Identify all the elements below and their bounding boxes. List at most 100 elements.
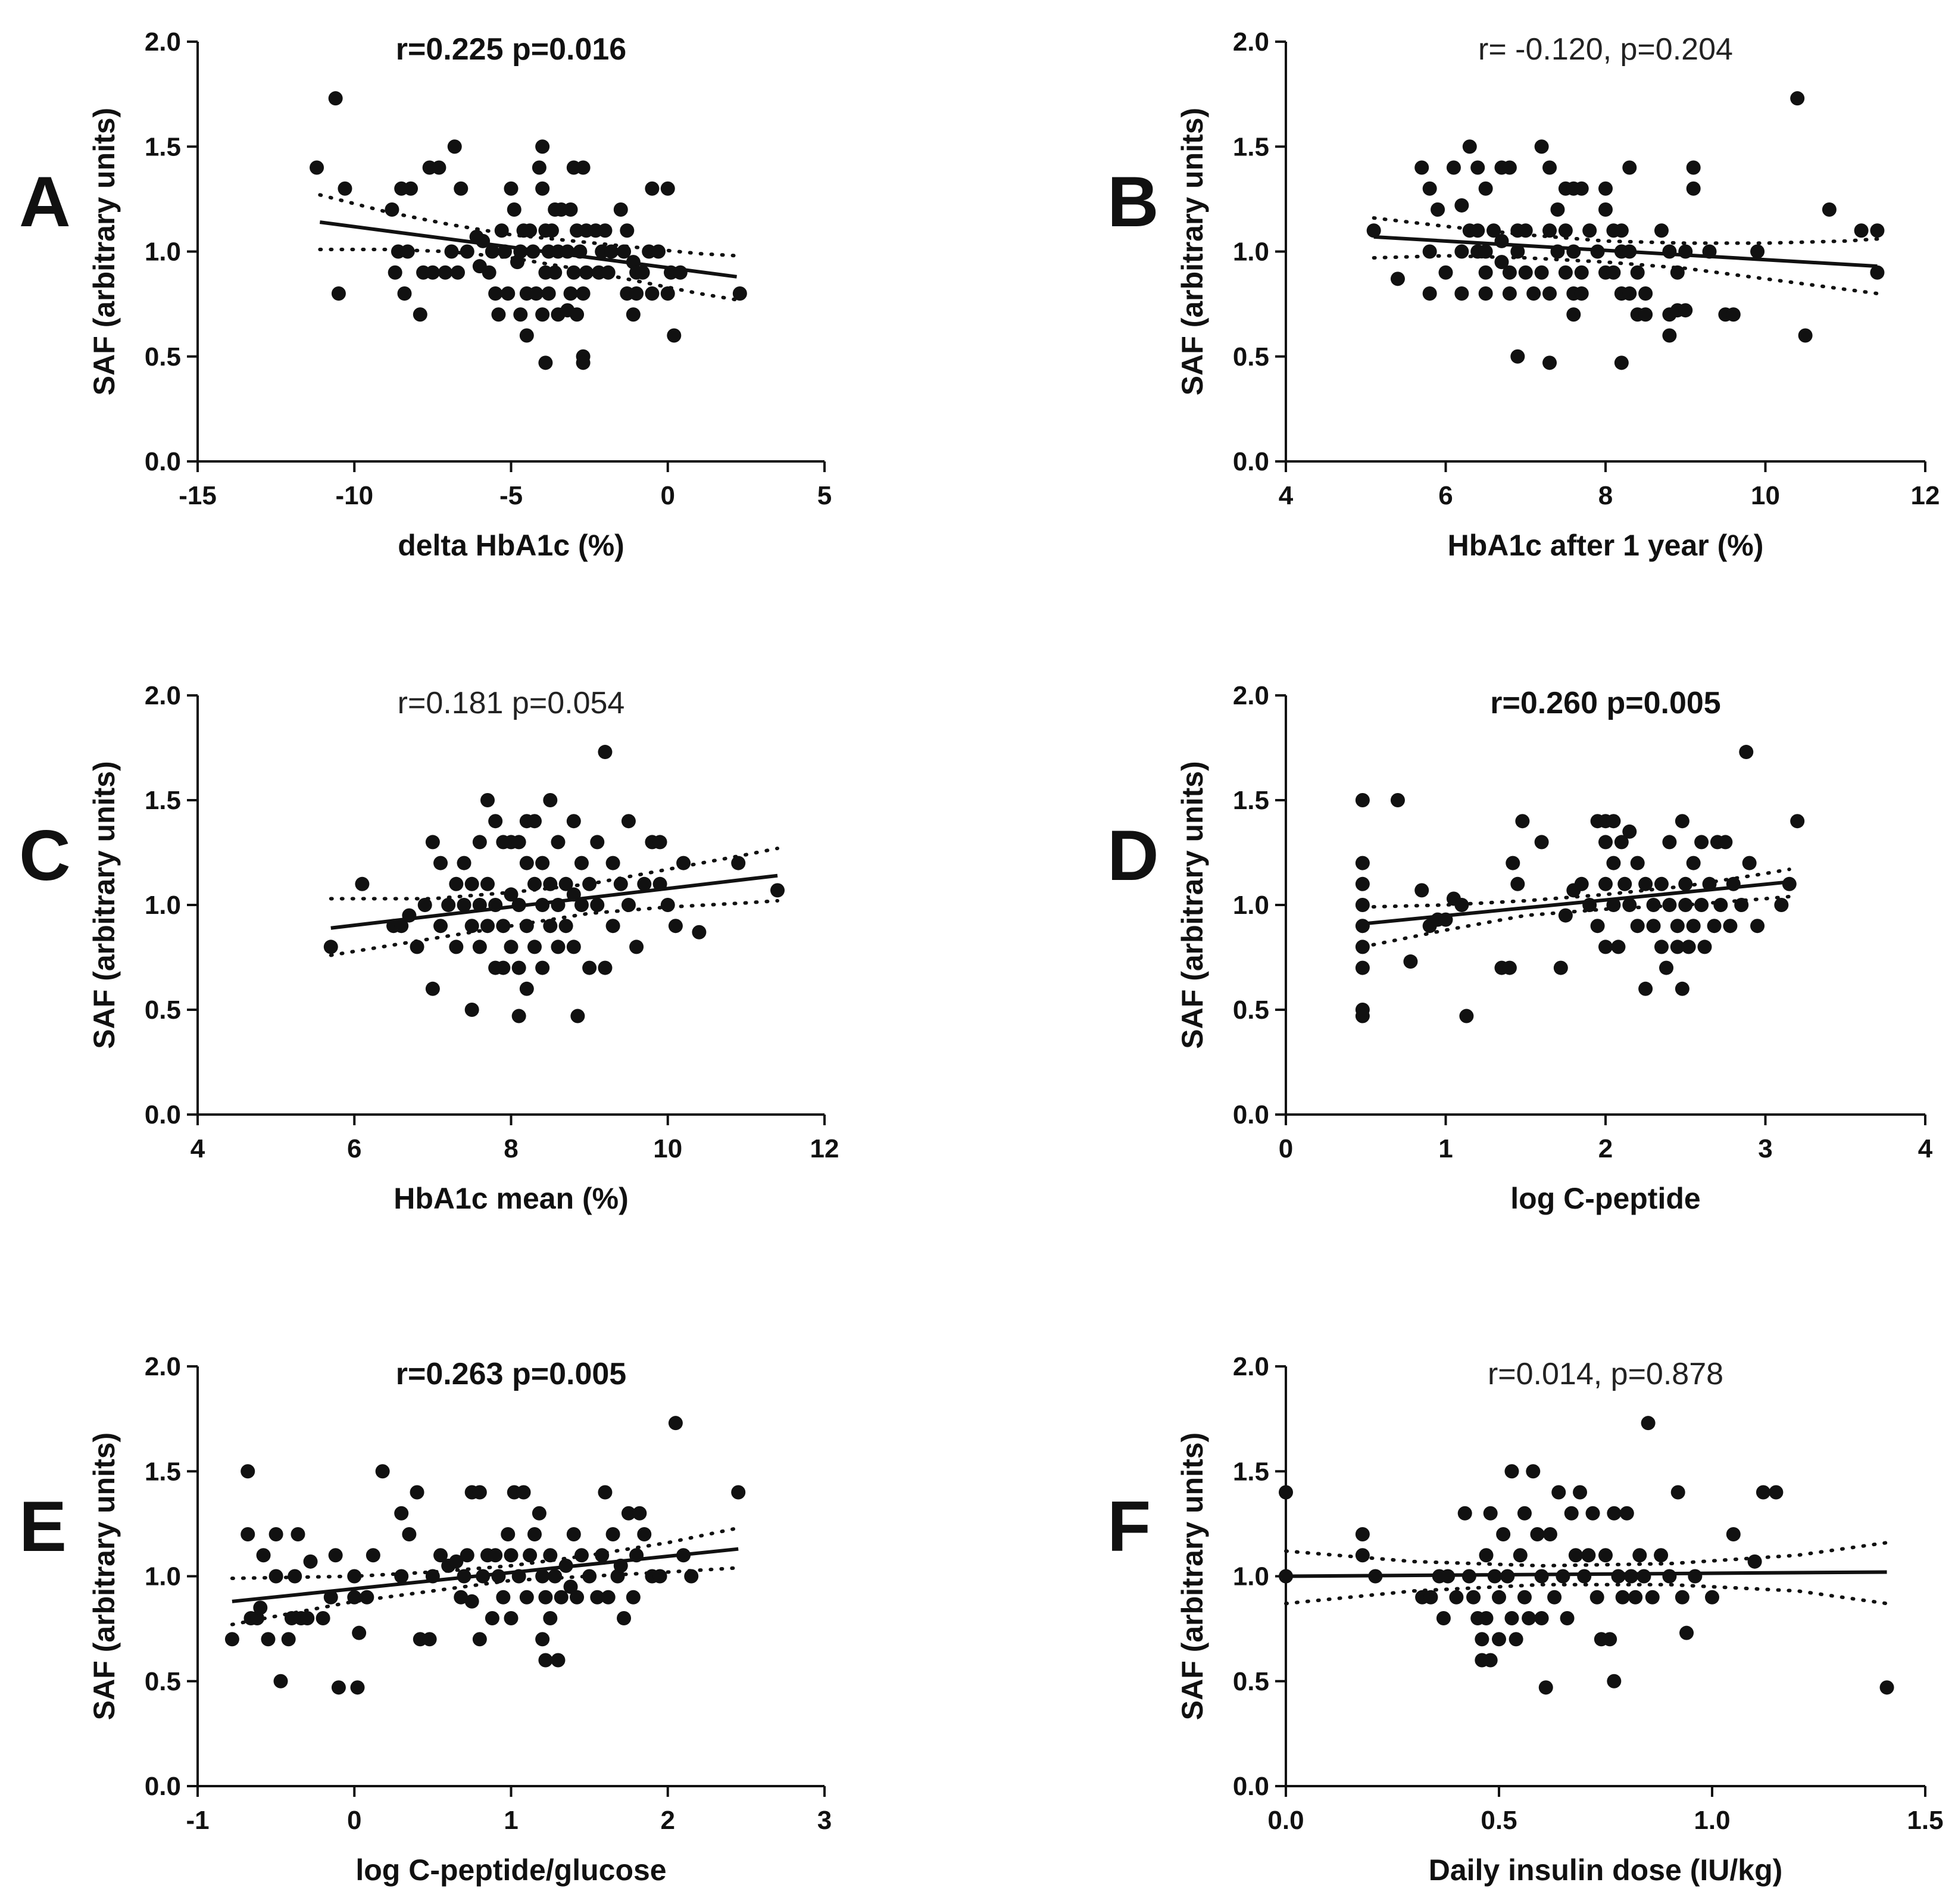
data-point: [460, 1548, 474, 1563]
data-point: [491, 1569, 506, 1584]
data-point: [1606, 814, 1621, 829]
data-point: [1769, 1485, 1784, 1500]
data-point: [1496, 1527, 1511, 1541]
data-point: [1547, 1590, 1562, 1605]
data-point: [1598, 202, 1613, 217]
data-point: [1675, 981, 1689, 996]
data-point: [464, 1594, 479, 1609]
data-point: [604, 244, 619, 259]
data-point: [1614, 223, 1629, 238]
x-tick-label: -5: [499, 481, 523, 510]
x-tick-label: 10: [1751, 481, 1780, 510]
x-axis-title: log C-peptide/glucose: [355, 1853, 666, 1887]
y-tick-label: 0.0: [1233, 1100, 1269, 1129]
data-point: [1566, 307, 1581, 322]
panel-letter: A: [19, 162, 71, 242]
data-point: [1702, 876, 1717, 891]
y-tick-label: 1.0: [1233, 238, 1269, 267]
data-point: [1518, 223, 1533, 238]
data-point: [1517, 1506, 1532, 1521]
data-point: [1638, 876, 1653, 891]
y-tick-label: 1.5: [1233, 786, 1269, 815]
y-tick-label: 0.0: [1233, 447, 1269, 476]
data-point: [488, 286, 503, 301]
data-point: [1756, 1485, 1770, 1500]
data-point: [1697, 939, 1712, 954]
panel-letter: F: [1107, 1487, 1151, 1566]
data-point: [1422, 181, 1437, 196]
data-point: [1679, 1625, 1694, 1640]
y-tick-label: 2.0: [145, 27, 181, 57]
data-point: [1598, 1548, 1613, 1563]
correlation-stat: r=0.181 p=0.054: [398, 686, 625, 720]
y-tick-label: 1.0: [145, 1562, 181, 1591]
data-point: [613, 876, 628, 891]
x-tick-label: 4: [190, 1134, 205, 1163]
data-point: [1515, 814, 1530, 829]
data-point: [652, 835, 667, 850]
data-point: [1279, 1485, 1293, 1500]
data-point: [513, 307, 528, 322]
panel-letter: B: [1107, 162, 1159, 242]
data-point: [472, 1632, 487, 1647]
data-point: [652, 1569, 667, 1584]
data-point: [605, 856, 620, 870]
data-point: [1622, 824, 1637, 839]
x-tick-label: 4: [1279, 481, 1294, 510]
data-point: [1726, 1527, 1741, 1541]
data-point: [1622, 898, 1637, 912]
y-tick-label: 0.5: [1233, 342, 1269, 372]
data-point: [402, 908, 417, 923]
data-point: [1422, 244, 1437, 259]
data-point: [1558, 265, 1573, 280]
data-point: [617, 244, 632, 259]
panel-d: D 0.0 0.5 1.0 1.5 2.0 0 1 2 3 4 log C-peptide SAF (a…: [1107, 681, 1933, 1215]
data-point: [1494, 255, 1509, 270]
data-point: [1670, 1485, 1685, 1500]
data-point: [1470, 160, 1485, 175]
data-point: [464, 876, 479, 891]
data-point: [1589, 1590, 1604, 1605]
data-point: [1678, 876, 1693, 891]
data-point: [1582, 223, 1597, 238]
correlation-stat: r= -0.120, p=0.204: [1478, 32, 1733, 67]
data-point: [535, 139, 550, 154]
data-point: [551, 1653, 566, 1668]
data-point: [1654, 876, 1669, 891]
data-point: [1622, 286, 1637, 301]
y-tick-label: 2.0: [1233, 27, 1269, 57]
data-point: [1423, 1590, 1438, 1605]
data-point: [1694, 898, 1709, 912]
data-point: [605, 1527, 620, 1541]
y-tick-label: 0.5: [145, 342, 181, 372]
data-point: [1457, 1506, 1472, 1521]
data-point: [1723, 919, 1738, 934]
data-point: [598, 1485, 613, 1500]
data-point: [1479, 1611, 1494, 1625]
data-point: [410, 1485, 424, 1500]
data-point: [1630, 265, 1645, 280]
data-point: [535, 960, 550, 975]
data-point: [519, 919, 534, 934]
panel-b: B 0.0 0.5 1.0 1.5 2.0 4 6 8 10 12 HbA1c after 1 yea…: [1107, 27, 1940, 562]
data-point: [417, 898, 432, 912]
y-tick-label: 0.5: [1233, 1667, 1269, 1696]
y-tick-label: 0.5: [145, 995, 181, 1025]
data-point: [519, 981, 534, 996]
data-point: [576, 160, 591, 175]
data-point: [410, 939, 424, 954]
data-point: [1611, 1569, 1626, 1584]
data-point: [402, 1527, 417, 1541]
data-point: [1614, 355, 1629, 370]
data-point: [1678, 244, 1693, 259]
data-point: [1641, 1416, 1656, 1431]
data-point: [1654, 223, 1669, 238]
data-point: [554, 1590, 569, 1605]
data-point: [1607, 1674, 1622, 1688]
data-point: [1502, 286, 1517, 301]
data-point: [241, 1527, 255, 1541]
y-axis-title: SAF (arbitrary units): [1176, 108, 1209, 395]
data-point: [629, 939, 644, 954]
data-point: [1526, 286, 1541, 301]
